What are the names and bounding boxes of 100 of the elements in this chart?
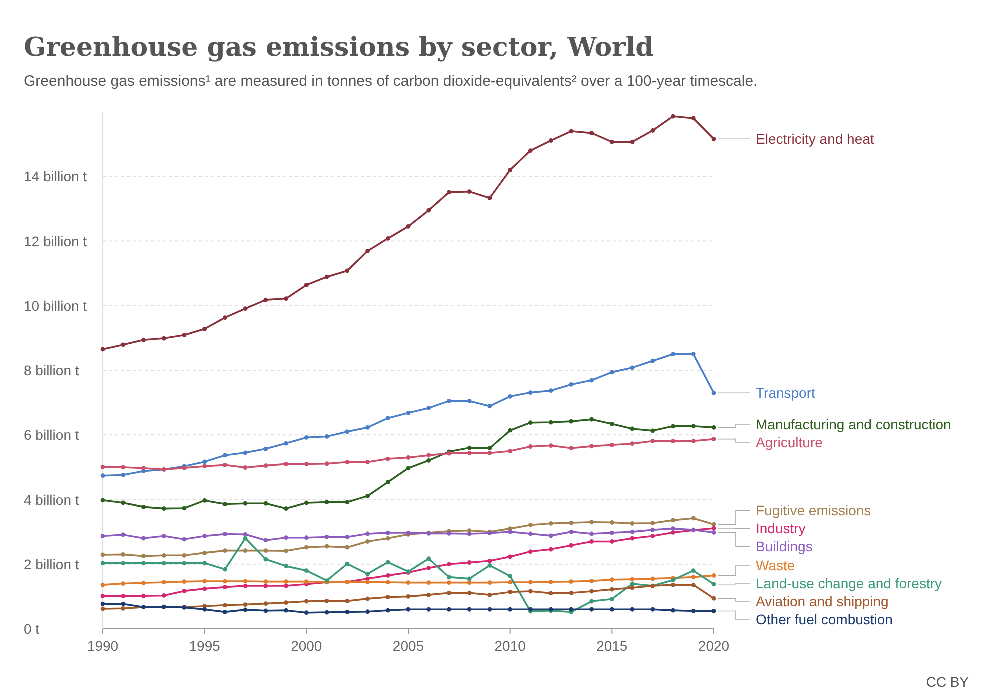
point (691, 116, 696, 121)
point (630, 521, 635, 526)
point (630, 426, 635, 432)
point (345, 430, 350, 434)
point (630, 582, 635, 586)
point (467, 576, 472, 582)
point (386, 530, 390, 536)
point (121, 342, 126, 348)
text: CC BY (926, 674, 970, 690)
point (406, 466, 411, 471)
point (548, 534, 554, 538)
point (447, 580, 452, 585)
point (202, 607, 208, 612)
point (426, 607, 432, 612)
point (100, 561, 106, 566)
point (162, 553, 166, 558)
point (121, 500, 126, 506)
point (712, 522, 716, 527)
point (304, 568, 309, 574)
point (508, 554, 513, 560)
point (508, 607, 513, 612)
point (182, 553, 187, 558)
point (182, 561, 187, 566)
x-tick-label: 2005 (392, 638, 424, 654)
point (650, 128, 656, 133)
point (366, 249, 370, 254)
point (100, 534, 106, 538)
point (691, 575, 696, 580)
point (467, 451, 472, 456)
text: Aviation and shipping (756, 593, 889, 610)
point (406, 607, 411, 612)
point (712, 582, 716, 587)
point (223, 502, 228, 506)
point (142, 536, 146, 541)
text: Manufacturing and construction (756, 416, 952, 433)
point (610, 520, 614, 525)
point (142, 580, 146, 586)
point (264, 580, 268, 584)
point (569, 382, 574, 387)
point (650, 607, 656, 612)
point (630, 442, 635, 446)
point (671, 114, 676, 119)
point (590, 444, 594, 449)
point (243, 466, 248, 470)
point (345, 535, 350, 540)
point (121, 472, 126, 478)
point (324, 544, 330, 549)
point (406, 594, 411, 599)
point (488, 580, 492, 585)
point (142, 338, 146, 342)
text: Other fuel combustion (756, 611, 893, 628)
point (650, 528, 656, 532)
point (223, 610, 228, 614)
point (426, 458, 432, 463)
point (508, 590, 513, 594)
point (528, 589, 533, 594)
point (712, 437, 716, 442)
point (548, 444, 554, 448)
point (406, 580, 411, 585)
point (202, 464, 208, 469)
point (100, 464, 106, 470)
point (223, 316, 228, 320)
point (528, 444, 533, 449)
point (324, 599, 330, 604)
point (243, 584, 248, 588)
point (100, 347, 106, 352)
point (182, 580, 187, 584)
point (243, 579, 248, 584)
point (386, 608, 390, 613)
point (366, 580, 370, 584)
point (426, 453, 432, 458)
point (345, 562, 350, 566)
point (100, 602, 106, 606)
point (284, 584, 288, 588)
point (223, 462, 228, 468)
point (304, 599, 309, 604)
point (548, 591, 554, 596)
point (590, 540, 594, 544)
point (121, 561, 126, 566)
point (202, 561, 208, 566)
point (324, 274, 330, 280)
y-tick-label: 8 billion t (24, 362, 80, 378)
text: Industry (756, 520, 806, 537)
point (488, 607, 492, 612)
point (162, 534, 166, 538)
point (712, 596, 716, 601)
point (691, 352, 696, 357)
point (712, 526, 716, 531)
point (264, 501, 268, 506)
point (671, 608, 676, 613)
point (488, 451, 492, 456)
point (304, 536, 309, 540)
x-tick-label: 1995 (189, 638, 221, 654)
y-tick-label: 6 billion t (24, 427, 80, 444)
point (447, 575, 452, 580)
x-tick-label: 2000 (291, 638, 322, 654)
point (569, 419, 574, 424)
point (488, 196, 492, 200)
point (162, 561, 166, 566)
point (386, 595, 390, 600)
